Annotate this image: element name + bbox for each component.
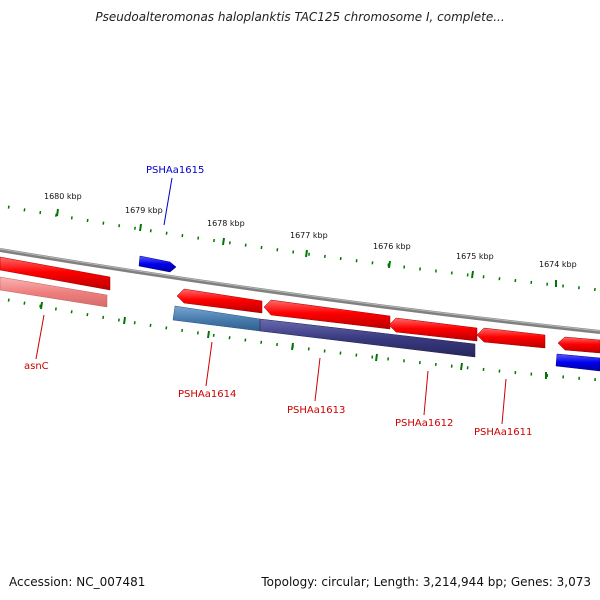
chromosome-backbone <box>0 248 600 334</box>
gene-red-e[interactable] <box>557 336 600 354</box>
major-tick-1680 <box>56 208 59 217</box>
gene-pshaa1615[interactable] <box>138 255 177 273</box>
scale-label-1677: 1677 kbp <box>290 231 328 240</box>
leader-pshaa1615 <box>163 177 173 226</box>
scale-label-1675: 1675 kbp <box>456 252 494 261</box>
scale-label-1680: 1680 kbp <box>44 192 82 201</box>
inner-major-tick-4 <box>291 342 294 351</box>
label-pshaa1615[interactable]: PSHAa1615 <box>146 165 204 176</box>
gene-red-b[interactable] <box>263 299 391 330</box>
scale-label-1679: 1679 kbp <box>125 206 163 215</box>
inner-major-tick-2 <box>123 316 126 325</box>
leader-pshaa1612 <box>423 370 429 416</box>
inner-major-tick-5 <box>375 353 378 362</box>
gene-labels: PSHAa1615 asnC PSHAa1614 PSHAa1613 PSHAa… <box>24 165 532 438</box>
major-tick-1678 <box>222 237 225 246</box>
inner-major-tick-3 <box>207 330 210 339</box>
genome-summary-text: Topology: circular; Length: 3,214,944 bp… <box>261 575 591 589</box>
scale-labels: 1680 kbp 1679 kbp 1678 kbp 1677 kbp 1676… <box>44 192 577 269</box>
forward-genes <box>0 256 600 354</box>
label-pshaa1613[interactable]: PSHAa1613 <box>287 405 345 416</box>
gene-red-a[interactable] <box>176 288 263 314</box>
leader-pshaa1614 <box>205 341 213 387</box>
gene-red-d[interactable] <box>476 327 546 349</box>
label-pshaa1611[interactable]: PSHAa1611 <box>474 427 532 438</box>
map-title: Pseudoalteromonas haloplanktis TAC125 ch… <box>95 10 505 24</box>
label-pshaa1614[interactable]: PSHAa1614 <box>178 389 236 400</box>
gene-pshaa1611[interactable] <box>555 353 600 372</box>
leader-pshaa1613 <box>314 357 321 402</box>
leader-pshaa1611 <box>501 378 507 425</box>
gene-asnc[interactable] <box>0 276 108 308</box>
gene-left-red[interactable] <box>0 256 111 291</box>
inner-major-tick-6 <box>460 362 463 371</box>
inner-major-tick-1 <box>40 301 43 310</box>
accession-text: Accession: NC_007481 <box>9 575 146 589</box>
gene-red-c[interactable] <box>388 317 478 342</box>
scale-label-1674: 1674 kbp <box>539 260 577 269</box>
label-asnc[interactable]: asnC <box>24 361 49 372</box>
reverse-genes <box>0 276 600 372</box>
label-pshaa1612[interactable]: PSHAa1612 <box>395 418 453 429</box>
outer-major-ticks <box>56 208 557 287</box>
major-tick-1679 <box>139 223 142 232</box>
major-tick-1676 <box>388 260 391 269</box>
major-tick-1677 <box>305 249 308 258</box>
leader-asnc <box>35 314 45 360</box>
scale-label-1678: 1678 kbp <box>207 219 245 228</box>
backbone-highlight <box>0 248 600 332</box>
inner-major-ticks <box>40 301 547 379</box>
gene-pshaa1613[interactable] <box>259 318 476 358</box>
label-leaders <box>35 177 507 425</box>
scale-label-1676: 1676 kbp <box>373 242 411 251</box>
major-tick-1675 <box>471 270 474 279</box>
